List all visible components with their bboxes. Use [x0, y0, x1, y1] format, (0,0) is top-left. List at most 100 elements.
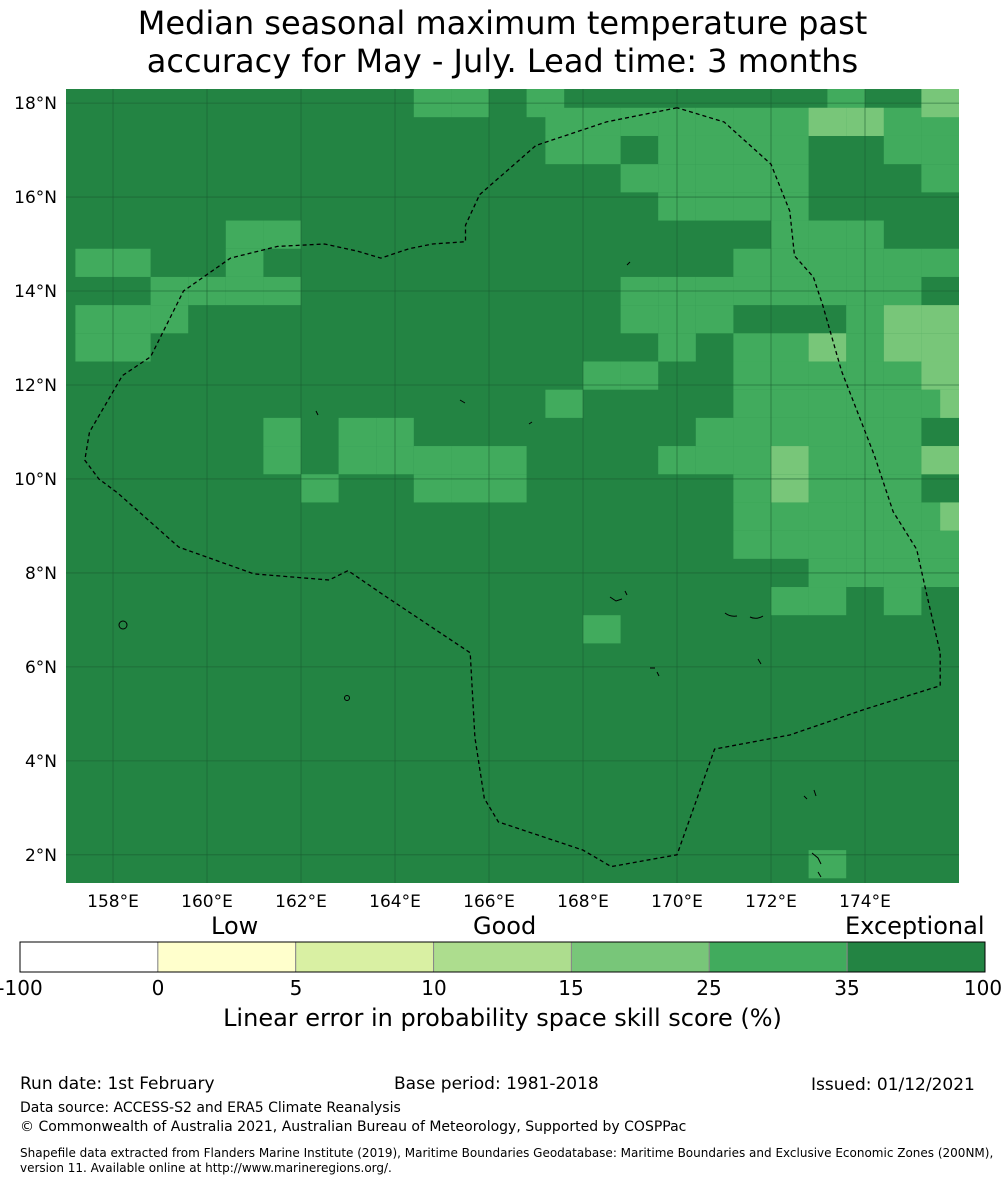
skill-cell [695, 107, 734, 136]
skill-cell [883, 417, 922, 447]
skill-cell [921, 530, 959, 559]
colorbar-tick: 10 [421, 976, 447, 1000]
colorbar-tick: 15 [558, 976, 584, 1000]
colorbar-tick: -100 [0, 976, 43, 1000]
skill-cell [921, 164, 959, 193]
skill-cell [883, 389, 922, 418]
latitude-labels: 18°N 16°N 14°N 12°N 10°N 8°N 6°N 4°N 2°N [14, 94, 57, 866]
colorbar-segment [295, 941, 435, 973]
island [724, 612, 764, 619]
colorbar-segment [157, 941, 297, 973]
skill-cell [733, 135, 771, 165]
lat-tick-label: 14°N [14, 282, 57, 302]
skill-cell [451, 474, 489, 503]
skill-cell [150, 305, 189, 334]
skill-cell [225, 248, 264, 277]
skill-cell [771, 587, 809, 616]
skill-cell [225, 220, 264, 249]
island [609, 590, 628, 602]
skill-cell [733, 389, 771, 418]
skill-cell [583, 615, 621, 644]
skill-cell [771, 248, 809, 277]
skill-cell [808, 502, 847, 531]
island [650, 658, 762, 677]
skill-cell [883, 587, 922, 616]
skill-cell [338, 446, 377, 475]
skill-cell [545, 389, 583, 418]
skill-cell [733, 248, 771, 277]
skill-cell [808, 446, 847, 475]
skill-cell [695, 192, 734, 221]
skill-cell [263, 446, 301, 475]
skill-cell [733, 446, 771, 475]
skill-cell [113, 305, 151, 334]
skill-cell [771, 333, 809, 362]
skill-cell [883, 530, 922, 559]
skill-cell [695, 305, 734, 334]
shapefile-credit: Shapefile data extracted from Flanders M… [20, 1146, 994, 1175]
skill-cell [921, 305, 959, 334]
category-low: Low [211, 912, 259, 940]
lat-tick-label: 12°N [14, 376, 57, 396]
map-area [66, 89, 959, 883]
skill-cell [771, 220, 809, 249]
lat-tick-label: 6°N [25, 658, 57, 678]
colorbar-tick: 100 [963, 976, 1003, 1000]
skill-cell [808, 474, 847, 503]
skill-cell [883, 333, 922, 362]
skill-cell [733, 164, 771, 193]
skill-cell [883, 474, 922, 503]
data-source: Data source: ACCESS-S2 and ERA5 Climate … [20, 1100, 401, 1116]
skill-cell [75, 305, 113, 334]
skill-cell [733, 107, 771, 136]
lon-tick-label: 170°E [651, 892, 703, 912]
skill-cell [771, 417, 809, 447]
skill-cell [620, 164, 659, 193]
skill-cell [921, 135, 959, 165]
skill-cell [545, 107, 583, 136]
colorbar-tick: 35 [834, 976, 860, 1000]
colorbar-tick: 5 [289, 976, 303, 1000]
skill-cell [583, 361, 621, 390]
colorbar-segment [708, 941, 848, 973]
skill-cell [808, 530, 847, 559]
skill-cell [771, 502, 809, 531]
skill-cell [883, 107, 922, 136]
skill-cell [808, 220, 847, 249]
skill-cell [808, 587, 847, 616]
skill-cell [733, 530, 771, 559]
skill-cell [583, 135, 621, 165]
skill-cell [75, 333, 113, 362]
island [344, 695, 350, 701]
skill-cell [921, 361, 959, 390]
skill-cell [733, 361, 771, 390]
skill-cell [771, 361, 809, 390]
skill-cell [263, 417, 301, 447]
colorbar-tick: 0 [151, 976, 165, 1000]
lon-tick-label: 164°E [369, 892, 421, 912]
skill-cell [301, 474, 339, 503]
lat-tick-label: 18°N [14, 94, 57, 114]
lon-tick-label: 158°E [87, 892, 139, 912]
skill-cell [733, 502, 771, 531]
longitude-labels: 158°E 160°E 162°E 164°E 166°E 168°E 170°E 172°E… [87, 892, 891, 912]
island [118, 620, 128, 630]
skill-cell [808, 333, 847, 362]
skill-cell [883, 502, 922, 531]
skill-cell [620, 305, 659, 334]
skill-cell [733, 417, 771, 447]
skill-cell [733, 192, 771, 221]
run-date: Run date: 1st February [20, 1074, 215, 1094]
skill-cell [808, 107, 847, 136]
skill-cell [695, 135, 734, 165]
skill-cell [695, 164, 734, 193]
skill-cell [808, 389, 847, 418]
skill-cell [808, 417, 847, 447]
category-exceptional: Exceptional [845, 912, 985, 940]
copyright: © Commonwealth of Australia 2021, Austra… [20, 1119, 687, 1135]
skill-cell [545, 135, 583, 165]
lat-tick-label: 8°N [25, 564, 57, 584]
lon-tick-label: 166°E [463, 892, 515, 912]
skill-cell [921, 248, 959, 277]
lat-tick-label: 10°N [14, 470, 57, 490]
